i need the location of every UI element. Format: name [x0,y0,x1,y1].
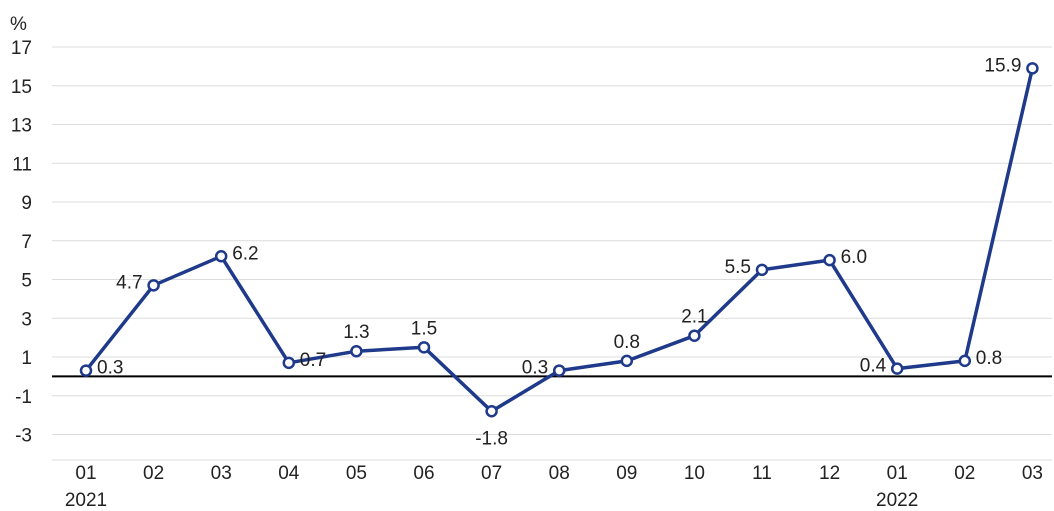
x-tick-label: 08 [549,463,570,484]
data-labels: 0.3 4.7 6.2 0.7 1.3 1.5 -1.8 0.3 0.8 2.1 5.5 6.0 0.4… [97,55,1021,449]
x-tick-label: 01 [887,463,908,484]
data-label: -1.8 [475,428,508,449]
x-tick-label: 03 [211,463,232,484]
x-tick-label: 12 [819,463,840,484]
x-tick-label: 05 [346,463,367,484]
data-label: 0.3 [97,358,123,379]
x-tick-label: 02 [954,463,975,484]
y-tick-label: 13 [11,116,32,137]
data-point [485,405,498,418]
data-label: 6.2 [232,243,258,264]
data-point [620,354,634,368]
data-label: 4.7 [116,272,142,293]
data-point [214,250,228,263]
y-tick-label: 1 [21,348,32,369]
series-line [84,67,1035,414]
y-tick-label: 3 [21,309,32,330]
x-tick-label: 06 [413,463,434,484]
data-label: 0.7 [300,350,326,371]
data-point [890,362,904,375]
data-point [350,344,363,358]
y-tick-label: 9 [21,193,32,214]
x-tick-label: 10 [684,463,705,484]
data-point [282,356,296,370]
y-tick-label: -3 [15,426,32,447]
y-axis-tick-labels: 17 15 13 11 9 7 5 3 1 -1 -3 [11,38,32,447]
data-point [1026,62,1039,75]
x-year-label: 2021 [65,490,107,511]
y-tick-label: 7 [21,232,32,253]
x-tick-label: 02 [143,463,164,484]
data-point [958,354,972,368]
x-tick-label: 03 [1022,463,1043,484]
data-point [552,364,566,377]
data-point [147,279,160,292]
data-point [79,364,93,377]
x-tick-label: 09 [616,463,637,484]
data-point [688,329,701,342]
y-tick-label: 5 [21,271,32,292]
data-label: 0.8 [614,332,640,353]
data-label: 0.8 [976,348,1002,369]
data-label: 5.5 [725,257,751,278]
y-tick-label: 11 [12,154,32,175]
x-year-label: 2022 [876,490,918,511]
data-label: 0.3 [522,358,548,379]
data-label: 0.4 [860,356,887,377]
y-axis-unit-label: % [10,14,27,35]
y-tick-label: 15 [11,77,32,98]
x-tick-label: 11 [752,463,772,484]
data-label: 1.5 [411,318,437,339]
data-label: 1.3 [343,322,369,343]
data-label: 15.9 [984,55,1021,76]
data-points [79,62,1039,418]
x-tick-label: 04 [278,463,300,484]
x-tick-label: 07 [481,463,502,484]
y-tick-label: 17 [11,38,32,59]
data-point [755,263,769,277]
data-label: 2.1 [681,307,707,328]
y-tick-label: -1 [15,387,32,408]
data-point [417,341,431,354]
x-tick-label: 01 [75,463,96,484]
data-label: 6.0 [841,247,867,268]
x-axis-tick-labels: 01 02 03 04 05 06 07 08 09 10 11 12 01 02 03 2021 2022 [65,463,1043,511]
gridlines [52,46,1052,461]
data-point [823,253,836,267]
